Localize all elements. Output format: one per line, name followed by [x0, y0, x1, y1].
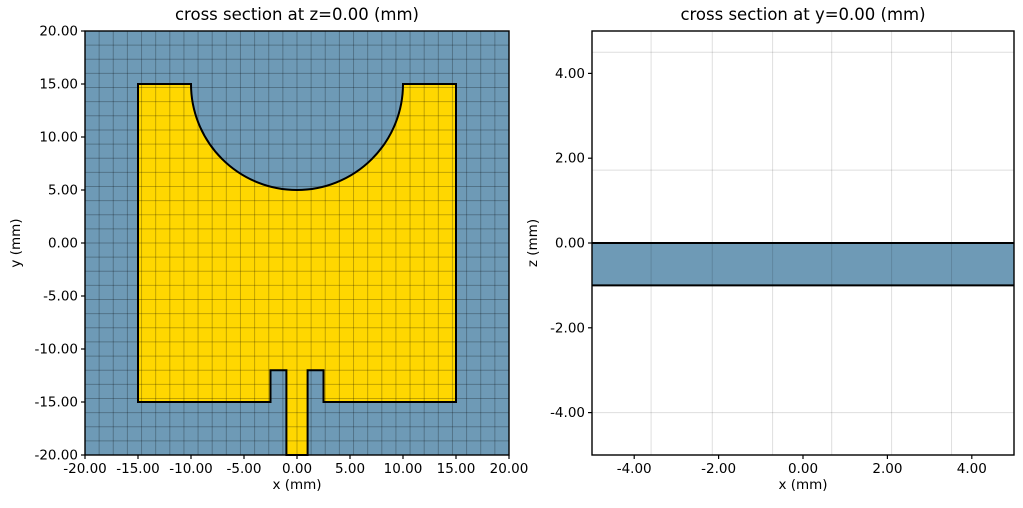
x-tick-label: 2.00: [872, 461, 902, 477]
substrate-slab: [592, 243, 1014, 286]
y-tick-label: 10.00: [39, 130, 78, 146]
right-x-axis-label: x (mm): [778, 477, 828, 493]
xy-mesh-grid: [85, 30, 510, 455]
y-tick-label: 5.00: [48, 183, 78, 199]
left-x-axis-label: x (mm): [272, 477, 322, 493]
left-y-axis-label: y (mm): [8, 218, 24, 268]
y-tick-label: -20.00: [34, 448, 78, 464]
subplot-xz: -4.00 -2.00 0.00 2.00 4.00 4.00 2.00 0.00 -2.00 -…: [550, 30, 1015, 477]
y-tick-label: -15.00: [34, 395, 78, 411]
x-tick-label: -5.00: [227, 461, 262, 477]
y-tick-label: 15.00: [39, 77, 78, 93]
y-tick-label: 2.00: [555, 151, 585, 167]
x-tick-label: 5.00: [335, 461, 365, 477]
y-tick-label: 0.00: [48, 236, 78, 252]
right-plot-title: cross section at y=0.00 (mm): [680, 5, 926, 24]
y-tick-label: -4.00: [550, 405, 585, 421]
y-tick-label: 20.00: [39, 24, 78, 40]
x-tick-label: -10.00: [169, 461, 213, 477]
y-tick-label: -2.00: [550, 320, 585, 336]
y-tick-label: -10.00: [34, 342, 78, 358]
right-z-axis-label: z (mm): [525, 218, 541, 268]
x-tick-label: 10.00: [384, 461, 423, 477]
x-tick-label: 20.00: [490, 461, 529, 477]
x-tick-label: -15.00: [116, 461, 160, 477]
x-tick-label: 15.00: [437, 461, 476, 477]
patch-metal-outline: [137, 83, 457, 456]
x-tick-label: -2.00: [701, 461, 736, 477]
patch-metal: [138, 84, 456, 455]
left-plot-title: cross section at z=0.00 (mm): [174, 5, 419, 24]
x-tick-label: 4.00: [957, 461, 987, 477]
x-tick-label: -4.00: [617, 461, 652, 477]
x-tick-label: 0.00: [282, 461, 312, 477]
y-tick-label: -5.00: [43, 289, 78, 305]
x-tick-label: 0.00: [788, 461, 818, 477]
y-tick-label: 4.00: [555, 66, 585, 82]
y-tick-label: 0.00: [555, 236, 585, 252]
subplot-xy: -20.00 -15.00 -10.00 -5.00 0.00 5.00 10.00 15.0…: [34, 24, 528, 478]
x-tick-label: -20.00: [63, 461, 107, 477]
